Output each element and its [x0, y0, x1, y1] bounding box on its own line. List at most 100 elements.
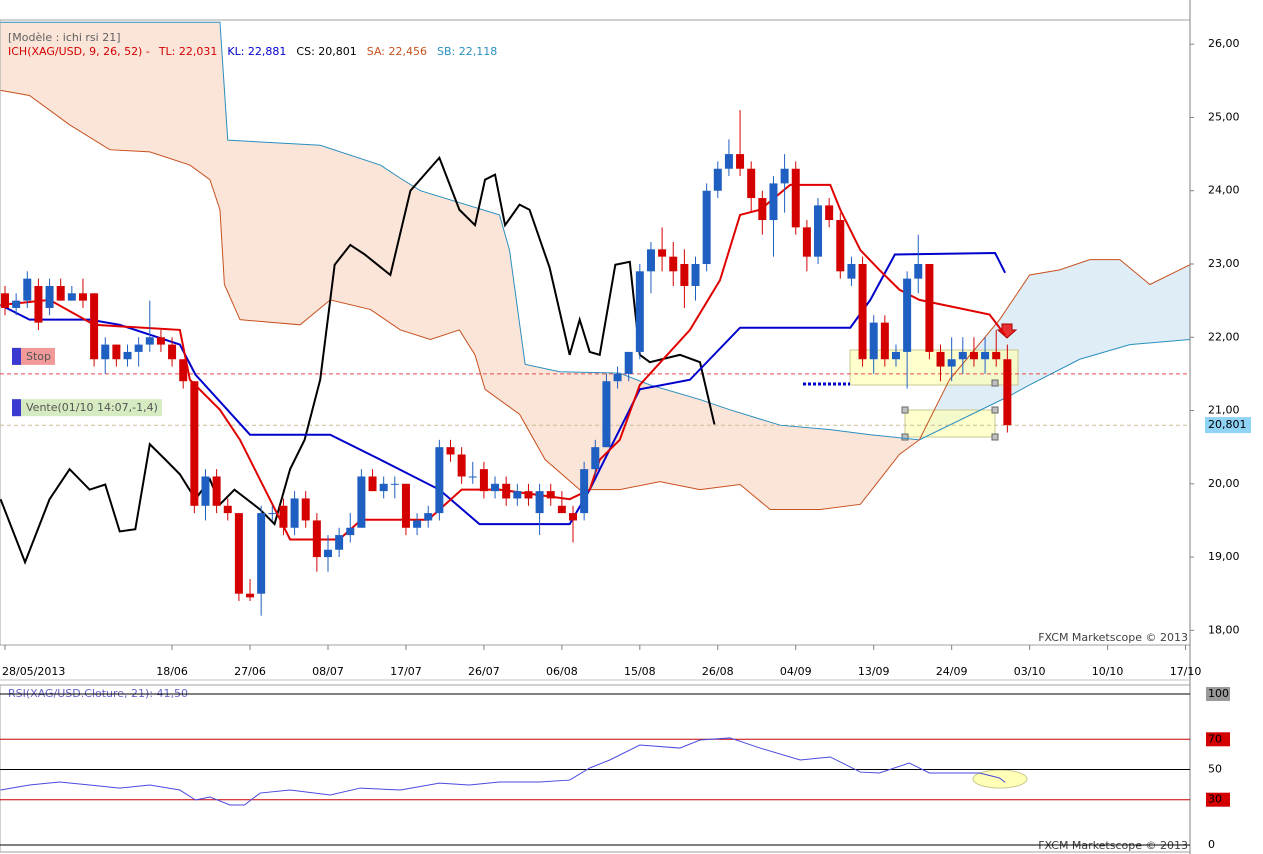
- y-tick-label: 100: [1208, 687, 1229, 700]
- y-tick-label: 22,00: [1208, 330, 1240, 343]
- candle-body: [736, 154, 745, 169]
- candle-body: [12, 300, 21, 308]
- candle-body: [758, 198, 767, 221]
- candle-body: [546, 491, 555, 499]
- candle-body: [413, 520, 422, 528]
- y-tick-label: 26,00: [1208, 37, 1240, 50]
- level-label-bg: [12, 399, 162, 417]
- candle-body: [179, 359, 188, 382]
- candle-body: [969, 351, 978, 360]
- level-label: Stop: [26, 350, 51, 363]
- x-tick-label: 26/07: [468, 665, 500, 678]
- handle: [901, 433, 909, 441]
- legend-entry: TL: 22,031: [158, 45, 218, 58]
- candle-body: [279, 505, 288, 528]
- handle: [991, 433, 999, 441]
- candle-body: [468, 476, 477, 478]
- candle-body: [713, 168, 722, 191]
- y-tick-label: 23,00: [1208, 257, 1240, 270]
- y-tick-label: 20,00: [1208, 477, 1240, 490]
- y-tick-label: 0: [1208, 838, 1215, 851]
- candle-body: [780, 168, 789, 184]
- x-tick-label: 06/08: [546, 665, 578, 678]
- legend-entry: ICH(XAG/USD, 9, 26, 52) -: [8, 45, 150, 58]
- candle-body: [368, 476, 377, 492]
- candle-body: [624, 351, 633, 374]
- candle-body: [802, 227, 811, 257]
- y-tick-label: 30: [1208, 793, 1222, 806]
- candle-body: [212, 476, 221, 506]
- candle-body: [981, 351, 990, 360]
- x-tick-label: 08/07: [312, 665, 344, 678]
- candle-body: [847, 263, 856, 279]
- highlight-box: [849, 349, 1019, 386]
- x-tick-label: 10/10: [1092, 665, 1124, 678]
- rsi-line: [0, 737, 1006, 806]
- candle-body: [635, 271, 644, 352]
- under-layer: [0, 22, 1190, 510]
- candle-body: [869, 322, 878, 360]
- candle-body: [78, 293, 87, 301]
- x-tick-label: 15/08: [624, 665, 656, 678]
- x-tick-label: 17/10: [1170, 665, 1202, 678]
- handle: [991, 379, 999, 387]
- legend-entry: SB: 22,118: [437, 45, 497, 58]
- candle-body: [602, 381, 611, 448]
- candle-body: [947, 359, 956, 367]
- candle-body: [936, 351, 945, 367]
- candle-body: [836, 220, 845, 272]
- candle-body: [323, 549, 332, 558]
- candle-body: [123, 351, 132, 360]
- candle-body: [535, 491, 544, 514]
- x-tick-label: 17/07: [390, 665, 422, 678]
- candle-body: [769, 183, 778, 221]
- legend-entry: KL: 22,881: [227, 45, 286, 58]
- candle-body: [145, 337, 154, 345]
- candle-body: [234, 513, 243, 594]
- y-tick-label: 50: [1208, 763, 1222, 776]
- candle-body: [346, 527, 355, 536]
- candle-body: [479, 469, 488, 492]
- y-tick-label: 21,00: [1208, 404, 1240, 417]
- candle-body: [390, 483, 399, 485]
- y-tick-label: 19,00: [1208, 550, 1240, 563]
- candle-body: [112, 344, 121, 360]
- candle-body: [101, 344, 110, 360]
- indicator-legend: ICH(XAG/USD, 9, 26, 52) - TL: 22,031 KL: 2…: [8, 45, 497, 58]
- candle-body: [958, 351, 967, 360]
- x-tick-label: 04/09: [780, 665, 812, 678]
- candle-body: [201, 476, 210, 506]
- candle-body: [691, 263, 700, 286]
- x-tick-label: 24/09: [936, 665, 968, 678]
- y-tick-label: 25,00: [1208, 110, 1240, 123]
- candle-body: [557, 505, 566, 514]
- candle-body: [680, 263, 689, 286]
- candle-body: [702, 190, 711, 264]
- y-tick-label: 70: [1208, 732, 1222, 745]
- candle-body: [56, 285, 65, 301]
- candle-body: [90, 293, 99, 360]
- cloud-fill: [0, 22, 919, 510]
- indicator-line: [0, 183, 1006, 541]
- last-price-label: 20,801: [1208, 418, 1247, 431]
- y-tick-label: 18,00: [1208, 623, 1240, 636]
- candle-body: [424, 513, 433, 521]
- last-price-bg: [1205, 417, 1251, 434]
- x-tick-label: 13/09: [858, 665, 890, 678]
- candle-body: [569, 513, 578, 521]
- candle-body: [925, 263, 934, 352]
- watermark: FXCM Marketscope © 2013: [1038, 631, 1188, 644]
- candle-body: [513, 491, 522, 499]
- candle-body: [825, 205, 834, 221]
- candle-body: [45, 285, 54, 308]
- legend-entry: CS: 20,801: [296, 45, 356, 58]
- indicator-line: [0, 21, 1191, 441]
- candle-body: [435, 447, 444, 514]
- candle-body: [268, 513, 277, 515]
- candle-body: [502, 483, 511, 499]
- candle-body: [67, 293, 76, 301]
- candle-body: [591, 447, 600, 470]
- x-tick-label: 27/06: [234, 665, 266, 678]
- tick-label-bg: [1206, 792, 1230, 807]
